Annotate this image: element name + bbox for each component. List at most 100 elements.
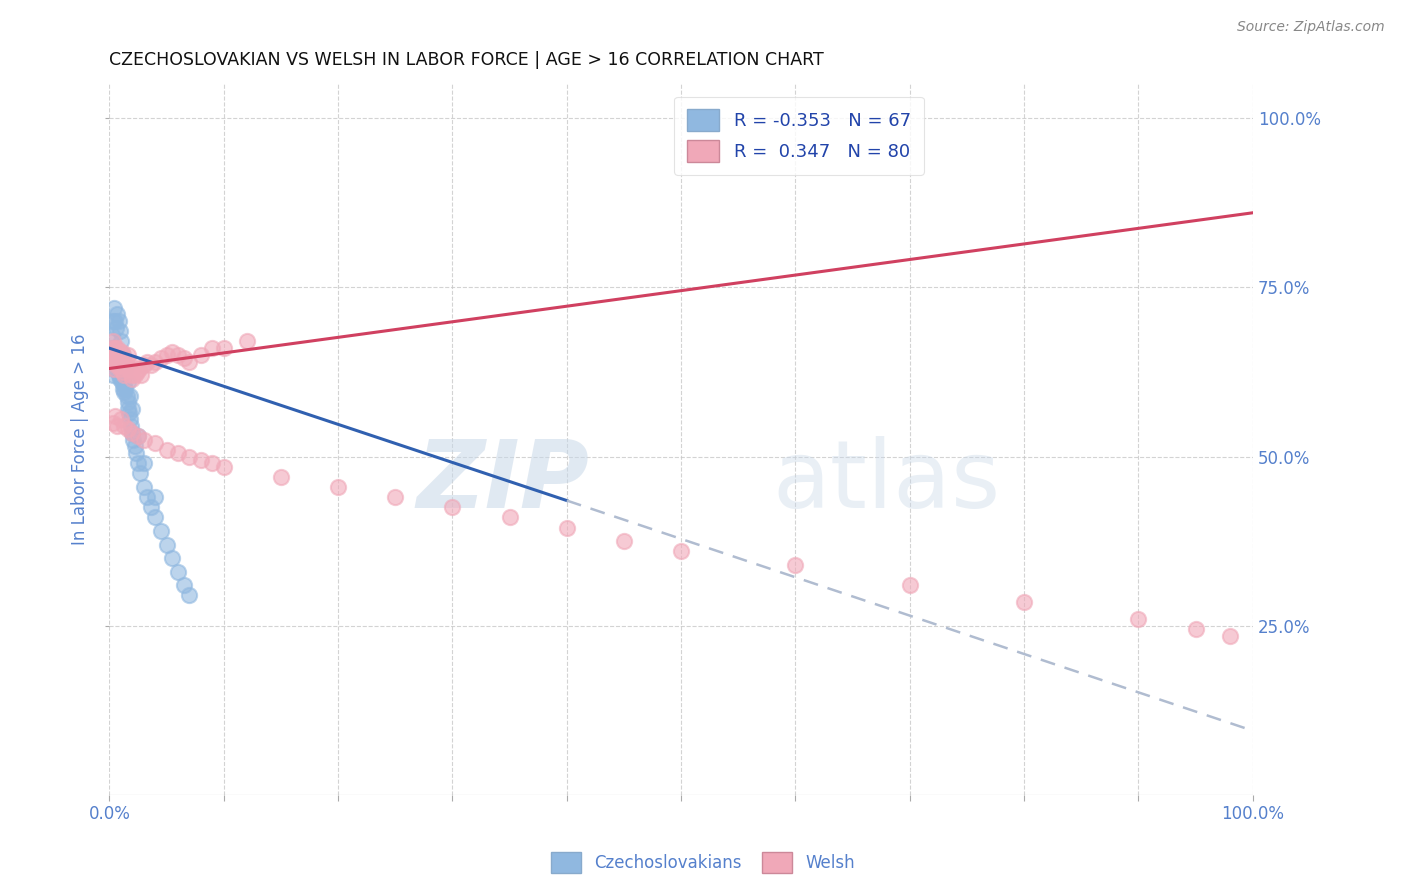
Point xyxy=(101,416,124,430)
Point xyxy=(190,348,212,362)
Point xyxy=(104,355,127,369)
Point xyxy=(103,361,125,376)
Point xyxy=(143,510,166,524)
Point xyxy=(1184,622,1206,636)
Point xyxy=(1012,595,1035,609)
Point xyxy=(112,368,135,383)
Point xyxy=(139,500,162,515)
Point xyxy=(190,453,212,467)
Point xyxy=(107,358,129,372)
Point xyxy=(110,355,132,369)
Legend: R = -0.353   N = 67, R =  0.347   N = 80: R = -0.353 N = 67, R = 0.347 N = 80 xyxy=(675,96,924,175)
Point xyxy=(105,341,128,355)
Point xyxy=(110,412,132,426)
Text: ZIP: ZIP xyxy=(416,436,589,528)
Point xyxy=(898,578,921,592)
Point xyxy=(139,358,162,372)
Point xyxy=(132,480,155,494)
Point xyxy=(117,395,139,409)
Point xyxy=(105,361,128,376)
Point xyxy=(498,510,520,524)
Point xyxy=(127,429,149,443)
Text: Source: ZipAtlas.com: Source: ZipAtlas.com xyxy=(1237,20,1385,34)
Point xyxy=(101,314,124,328)
Point xyxy=(105,321,128,335)
Point xyxy=(112,348,135,362)
Point xyxy=(114,358,136,372)
Point xyxy=(105,307,128,321)
Point xyxy=(105,355,128,369)
Point xyxy=(107,358,129,372)
Point xyxy=(143,436,166,450)
Point xyxy=(118,388,141,402)
Point xyxy=(103,361,125,376)
Point xyxy=(111,375,134,389)
Text: CZECHOSLOVAKIAN VS WELSH IN LABOR FORCE | AGE > 16 CORRELATION CHART: CZECHOSLOVAKIAN VS WELSH IN LABOR FORCE … xyxy=(110,51,824,69)
Point xyxy=(326,480,349,494)
Point xyxy=(100,341,122,355)
Point xyxy=(120,368,142,383)
Point xyxy=(105,348,128,362)
Point xyxy=(270,470,292,484)
Point xyxy=(125,365,148,379)
Point xyxy=(115,388,138,402)
Point xyxy=(105,358,128,372)
Point xyxy=(162,551,184,566)
Point xyxy=(105,355,128,369)
Point xyxy=(110,334,132,349)
Point xyxy=(103,348,125,362)
Point xyxy=(613,534,636,549)
Point xyxy=(112,378,135,392)
Point xyxy=(100,348,122,362)
Point xyxy=(167,446,190,460)
Point xyxy=(100,327,122,342)
Point xyxy=(155,442,177,457)
Point xyxy=(131,368,153,383)
Point xyxy=(112,365,135,379)
Text: atlas: atlas xyxy=(772,436,1001,528)
Point xyxy=(1128,612,1150,626)
Point xyxy=(212,341,235,355)
Point xyxy=(114,361,136,376)
Point xyxy=(114,382,136,396)
Point xyxy=(122,433,145,447)
Point xyxy=(112,419,135,434)
Point xyxy=(201,456,224,470)
Legend: Czechoslovakians, Welsh: Czechoslovakians, Welsh xyxy=(544,846,862,880)
Point xyxy=(110,348,132,362)
Point xyxy=(132,358,155,372)
Point xyxy=(110,358,132,372)
Point xyxy=(128,361,150,376)
Point xyxy=(179,450,201,464)
Point xyxy=(103,351,125,366)
Point xyxy=(124,368,146,383)
Point xyxy=(132,433,155,447)
Point xyxy=(121,425,143,440)
Point xyxy=(162,344,184,359)
Point xyxy=(117,348,139,362)
Point xyxy=(105,355,128,369)
Point xyxy=(118,412,141,426)
Point xyxy=(112,355,135,369)
Point xyxy=(669,544,692,558)
Point xyxy=(136,355,159,369)
Point xyxy=(179,588,201,602)
Point xyxy=(107,351,129,366)
Point xyxy=(149,524,172,538)
Point xyxy=(201,341,224,355)
Point xyxy=(555,520,578,534)
Point xyxy=(127,456,149,470)
Point xyxy=(107,368,129,383)
Point xyxy=(108,361,131,376)
Point xyxy=(167,348,190,362)
Point xyxy=(127,429,149,443)
Point xyxy=(143,490,166,504)
Point xyxy=(124,446,146,460)
Point xyxy=(107,314,129,328)
Point xyxy=(105,419,128,434)
Point xyxy=(155,537,177,551)
Point xyxy=(112,351,135,366)
Point xyxy=(104,344,127,359)
Point xyxy=(132,456,155,470)
Point xyxy=(100,341,122,355)
